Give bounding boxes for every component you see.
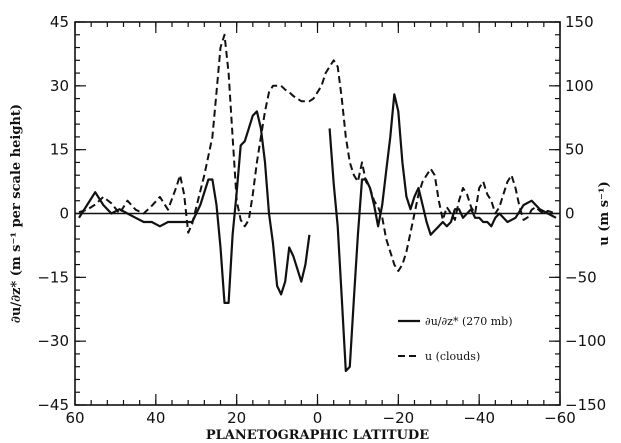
- y-right-tick-label: 0: [565, 205, 575, 223]
- y-right-tick-label: 50: [565, 141, 584, 159]
- legend-entry-clouds: u (clouds): [425, 350, 480, 363]
- legend: ∂u/∂z* (270 mb) u (clouds): [398, 315, 513, 363]
- y-left-tick-label: 45: [50, 13, 69, 31]
- y-left-tick-label: −15: [37, 268, 69, 286]
- y-left-tick-label: 30: [50, 77, 69, 95]
- series-lines: [78, 33, 557, 373]
- x-tick-label: −20: [383, 409, 415, 427]
- legend-entry-shear: ∂u/∂z* (270 mb): [425, 315, 513, 328]
- y-left-tick-label: 0: [59, 205, 69, 223]
- tick-labels: 60 40 20 0 −20 −40 −60−45−30−150153045−150−100…: [37, 13, 606, 427]
- x-tick-label: 20: [227, 409, 246, 427]
- y-right-tick-label: −50: [565, 268, 597, 286]
- x-tick-label: 40: [146, 409, 165, 427]
- y-left-tick-label: −45: [37, 396, 69, 414]
- cloud-wind-series-line: [78, 33, 557, 272]
- y-right-tick-label: −150: [565, 396, 606, 414]
- y-right-axis-title: u (m s⁻¹): [597, 181, 612, 245]
- y-right-tick-label: 100: [565, 77, 594, 95]
- x-axis-title: PLANETOGRAPHIC LATITUDE: [206, 428, 429, 443]
- y-left-tick-label: −30: [37, 332, 69, 350]
- y-left-tick-label: 15: [50, 141, 69, 159]
- shear-series-line: [78, 110, 311, 304]
- y-right-tick-label: −100: [565, 332, 606, 350]
- x-tick-label: −40: [463, 409, 495, 427]
- x-tick-label: −60: [544, 409, 576, 427]
- y-left-axis-title: ∂u/∂z* (m s⁻¹ per scale height): [9, 104, 24, 323]
- x-tick-label: 0: [313, 409, 323, 427]
- shear-series-line: [328, 93, 557, 373]
- x-tick-label: 60: [65, 409, 84, 427]
- y-right-tick-label: 150: [565, 13, 594, 31]
- tick-marks: [74, 21, 561, 406]
